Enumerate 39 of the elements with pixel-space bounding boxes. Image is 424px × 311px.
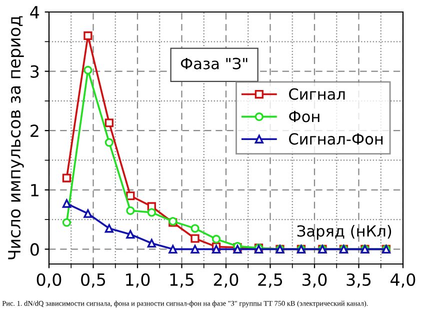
point [104, 224, 114, 233]
point [168, 244, 178, 254]
x-axis-title: Заряд (нКл) [297, 224, 392, 240]
y-tick-label: 4 [30, 6, 40, 18]
point [104, 138, 114, 147]
y-axis-title: Число импульсов за период [8, 16, 24, 260]
y-tick-label: 1 [31, 184, 38, 196]
point [126, 192, 135, 200]
x-tick-label: 0,5 [81, 273, 106, 288]
point [62, 199, 72, 208]
y-tick-label: 3 [30, 65, 39, 78]
text: Фаза "З" [180, 58, 248, 70]
point [62, 174, 72, 182]
x-tick-label: 0,0 [36, 273, 62, 288]
point [84, 209, 92, 218]
y-tick-label: 2 [30, 124, 38, 137]
point [84, 31, 92, 40]
point [212, 234, 221, 244]
y-tick-label: 0 [30, 243, 39, 256]
x-tick-label: 4,0 [390, 273, 416, 288]
point [62, 218, 72, 227]
point [190, 244, 200, 254]
point [104, 118, 114, 128]
x-tick-label: 2,5 [258, 273, 282, 288]
point [126, 230, 135, 239]
x-tick-label: 1,0 [126, 273, 150, 288]
legend-label: Сигнал-Фон [289, 133, 383, 145]
point [84, 66, 92, 74]
point [147, 208, 156, 217]
legend-label: Сигнал [289, 88, 345, 100]
point [190, 224, 200, 233]
x-tick-label: 2,0 [214, 273, 238, 288]
point [190, 234, 200, 243]
x-tick-label: 3,5 [346, 273, 371, 288]
x-tick-label: 1,5 [170, 274, 194, 288]
point [147, 238, 156, 248]
point [126, 206, 135, 215]
legend-label: Фон [289, 110, 320, 122]
x-tick-label: 3,0 [302, 273, 327, 288]
